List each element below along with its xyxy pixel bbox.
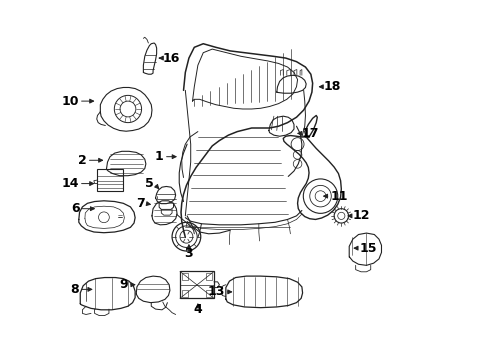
Bar	[97, 169, 123, 192]
Text: 1: 1	[155, 150, 163, 163]
Text: 13: 13	[207, 285, 224, 298]
Bar	[205, 290, 212, 297]
Bar	[205, 273, 212, 280]
Bar	[182, 273, 188, 280]
Text: 14: 14	[61, 177, 79, 190]
Bar	[182, 290, 188, 297]
Circle shape	[303, 179, 337, 213]
Circle shape	[172, 222, 201, 251]
Bar	[180, 271, 214, 298]
Text: 11: 11	[330, 190, 347, 203]
Text: 2: 2	[78, 154, 86, 167]
Text: 7: 7	[136, 197, 144, 210]
Text: 12: 12	[351, 210, 369, 222]
Text: 16: 16	[163, 51, 180, 64]
Text: 6: 6	[71, 202, 80, 215]
Text: 17: 17	[301, 127, 319, 140]
Text: 9: 9	[119, 278, 128, 291]
Text: 8: 8	[70, 283, 79, 296]
Text: 18: 18	[323, 80, 340, 93]
Text: 15: 15	[359, 242, 376, 255]
Text: 3: 3	[184, 247, 193, 260]
Text: 5: 5	[145, 177, 154, 190]
Text: 10: 10	[61, 95, 79, 108]
Text: 4: 4	[193, 303, 202, 316]
